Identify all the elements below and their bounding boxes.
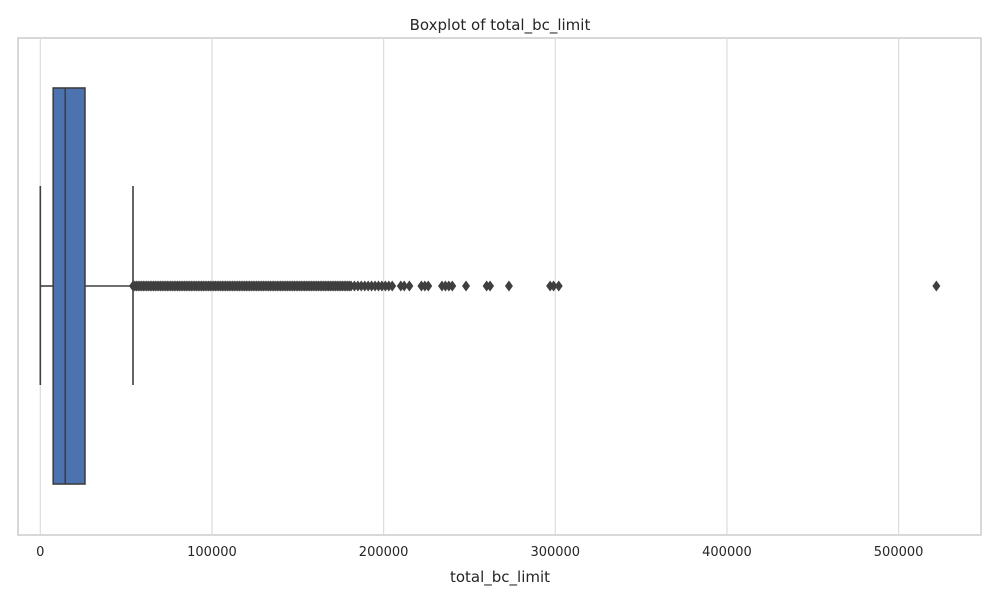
- outlier-point: [486, 280, 495, 292]
- plot-frame: [17, 37, 982, 536]
- outlier-point: [405, 280, 414, 292]
- x-tick-label: 200000: [359, 545, 409, 560]
- outlier-point: [504, 280, 513, 292]
- x-tick-label: 100000: [187, 545, 237, 560]
- outlier-point: [549, 280, 558, 292]
- outlier-point: [424, 280, 433, 292]
- chart-title: Boxplot of total_bc_limit: [410, 16, 591, 35]
- outlier-point: [554, 280, 563, 292]
- x-tick-label: 500000: [874, 545, 924, 560]
- tick-layer: 0 100000 200000 300000 400000 500000: [36, 545, 923, 560]
- outlier-layer: [129, 280, 941, 292]
- outlier-point: [388, 280, 397, 292]
- outlier-point: [448, 280, 457, 292]
- x-tick-label: 0: [36, 545, 44, 560]
- grid-layer: [39, 38, 900, 535]
- iqr-box: [52, 87, 86, 485]
- x-tick-label: 400000: [702, 545, 752, 560]
- outlier-point: [462, 280, 471, 292]
- x-axis-title: total_bc_limit: [450, 568, 550, 587]
- outlier-point: [932, 280, 941, 292]
- outlier-point: [400, 280, 409, 292]
- x-tick-label: 300000: [530, 545, 580, 560]
- box-layer: [39, 87, 134, 485]
